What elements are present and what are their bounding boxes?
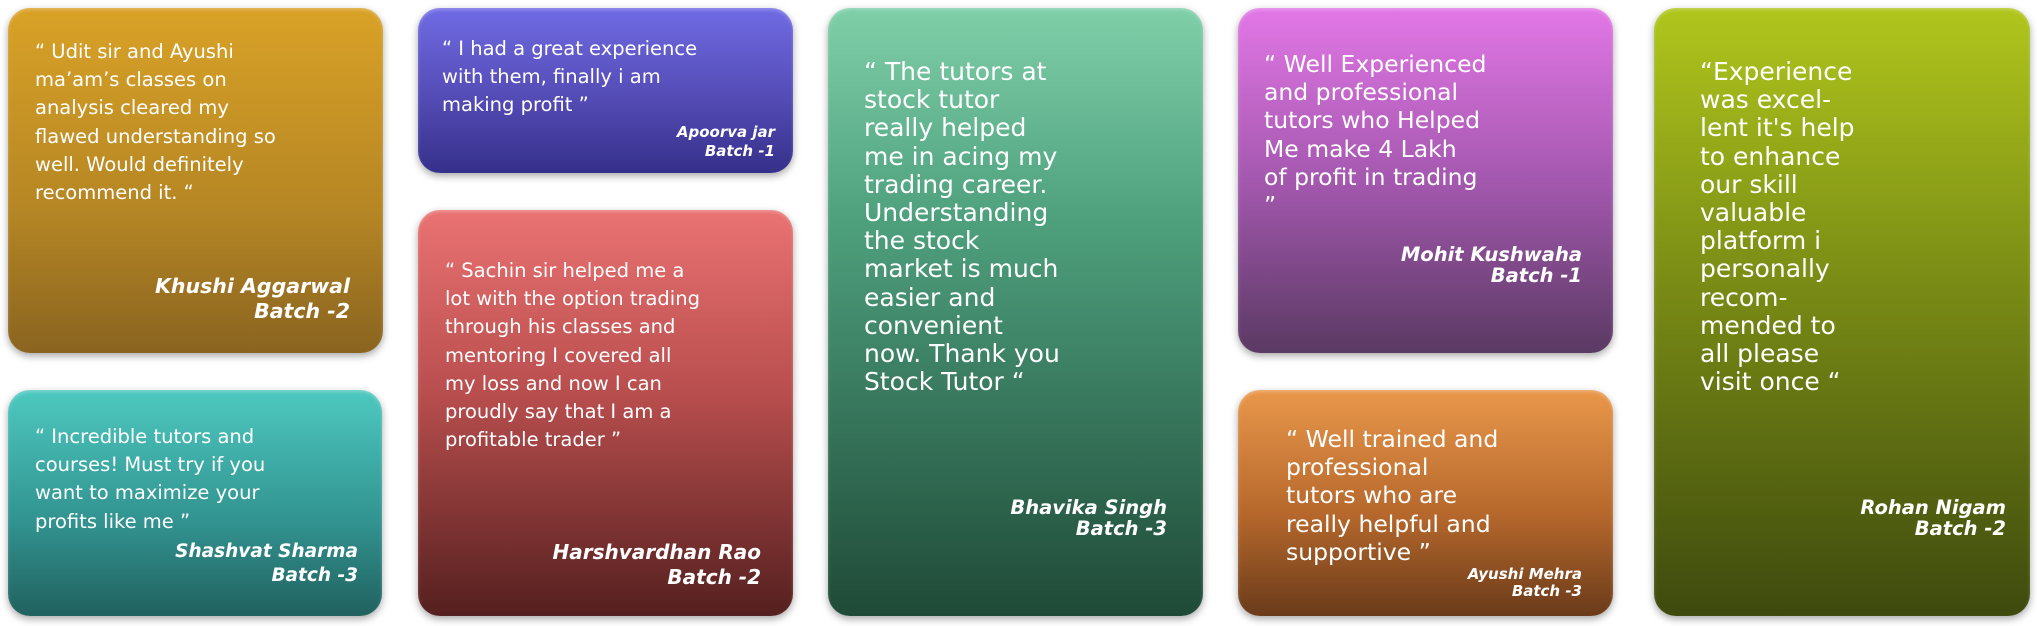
testimonial-author: Bhavika Singh Batch -3: [1010, 496, 1167, 540]
author-batch: Batch -3: [1075, 516, 1167, 540]
author-name: Bhavika Singh: [1010, 496, 1167, 519]
testimonial-card-ayushi-mehra: “ Well trained and professional tutors w…: [1238, 390, 1613, 616]
author-batch: Batch -1: [1490, 263, 1582, 287]
testimonial-card-rohan-nigam: “Experience was excel- lent it's help to…: [1654, 8, 2030, 616]
author-batch: Batch -3: [1511, 582, 1582, 600]
testimonial-card-apoorva-jar: “ I had a great experience with them, fi…: [418, 8, 793, 173]
testimonial-quote: “ The tutors at stock tutor really helpe…: [864, 57, 1060, 397]
author-name: Harshvardhan Rao: [552, 540, 761, 564]
testimonial-author: Mohit Kushwaha Batch -1: [1400, 243, 1582, 287]
testimonial-quote: “ I had a great experience with them, fi…: [442, 37, 698, 117]
testimonial-quote: “ Incredible tutors and courses! Must tr…: [35, 425, 266, 533]
testimonial-author: Shashvat Sharma Batch -3: [175, 540, 358, 587]
author-name: Rohan Nigam: [1860, 496, 2006, 519]
testimonial-author: Apoorva jar Batch -1: [677, 123, 775, 160]
testimonial-card-khushi-aggarwal: “ Udit sir and Ayushi ma’am’s classes on…: [8, 8, 383, 353]
testimonial-author: Khushi Aggarwal Batch -2: [155, 274, 350, 323]
testimonial-card-mohit-kushwaha: “ Well Experienced and professional tuto…: [1238, 8, 1613, 353]
testimonial-author: Harshvardhan Rao Batch -2: [552, 540, 761, 589]
author-batch: Batch -2: [1914, 516, 2006, 540]
testimonial-quote: “Experience was excel- lent it's help to…: [1700, 57, 1855, 397]
testimonial-quote: “ Udit sir and Ayushi ma’am’s classes on…: [35, 40, 276, 205]
author-name: Apoorva jar: [676, 123, 775, 141]
testimonial-quote: “ Well trained and professional tutors w…: [1286, 425, 1499, 566]
author-batch: Batch -3: [271, 564, 358, 586]
author-batch: Batch -2: [254, 298, 350, 323]
testimonial-quote: “ Well Experienced and professional tuto…: [1264, 50, 1487, 220]
testimonial-card-shashvat-sharma: “ Incredible tutors and courses! Must tr…: [8, 390, 382, 616]
testimonial-author: Ayushi Mehra Batch -3: [1468, 566, 1582, 600]
testimonial-card-bhavika-singh: “ The tutors at stock tutor really helpe…: [828, 8, 1203, 616]
author-name: Ayushi Mehra: [1467, 565, 1582, 583]
testimonial-card-harshvardhan-rao: “ Sachin sir helped me a lot with the op…: [418, 210, 793, 616]
author-name: Khushi Aggarwal: [155, 274, 350, 298]
testimonial-author: Rohan Nigam Batch -2: [1860, 496, 2006, 540]
author-name: Mohit Kushwaha: [1400, 243, 1582, 266]
author-name: Shashvat Sharma: [175, 541, 358, 562]
author-batch: Batch -2: [667, 564, 761, 589]
author-batch: Batch -1: [704, 141, 775, 160]
testimonial-quote: “ Sachin sir helped me a lot with the op…: [445, 259, 700, 452]
